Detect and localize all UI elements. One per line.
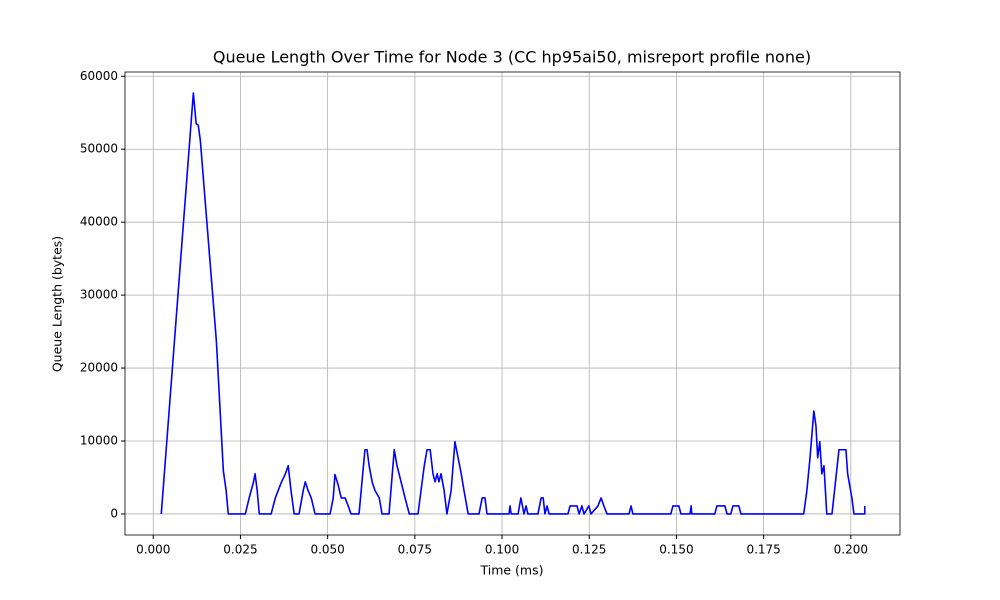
x-tick-label: 0.175 (746, 543, 780, 557)
x-tick-label: 0.100 (485, 543, 519, 557)
x-tick-label: 0.025 (223, 543, 257, 557)
x-tick-label: 0.200 (834, 543, 868, 557)
y-tick-label: 50000 (80, 142, 118, 156)
y-tick-label: 20000 (80, 361, 118, 375)
y-tick-label: 0 (110, 506, 118, 520)
plot-frame (124, 71, 901, 536)
x-tick-label: 0.000 (136, 543, 170, 557)
x-axis-label: Time (ms) (479, 563, 543, 578)
y-tick-label: 30000 (80, 288, 118, 302)
data-line (160, 92, 866, 515)
y-tick-label: 10000 (80, 434, 118, 448)
x-tick-label: 0.075 (398, 543, 432, 557)
chart-title: Queue Length Over Time for Node 3 (CC hp… (213, 48, 811, 67)
x-tick-label: 0.050 (310, 543, 344, 557)
y-tick-label: 40000 (80, 215, 118, 229)
y-axis-label: Queue Length (bytes) (50, 236, 65, 372)
y-tick-label: 60000 (80, 69, 118, 83)
x-tick-label: 0.150 (659, 543, 693, 557)
x-tick-label: 0.125 (572, 543, 606, 557)
